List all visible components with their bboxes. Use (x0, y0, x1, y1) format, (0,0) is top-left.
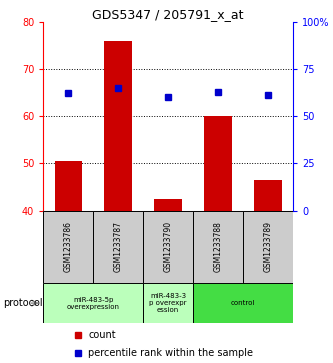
Bar (43, 211, 93, 283)
Text: protocol: protocol (3, 298, 43, 308)
Text: GSM1233790: GSM1233790 (164, 221, 173, 272)
Bar (243, 211, 293, 283)
Text: GSM1233787: GSM1233787 (114, 221, 123, 272)
Bar (155, 199, 182, 211)
Bar (193, 283, 293, 323)
Bar (143, 283, 193, 323)
Bar (55, 161, 82, 211)
Bar (143, 211, 193, 283)
Bar (204, 116, 232, 211)
Text: miR-483-5p
overexpression: miR-483-5p overexpression (67, 297, 120, 310)
Title: GDS5347 / 205791_x_at: GDS5347 / 205791_x_at (93, 8, 244, 21)
Text: count: count (88, 330, 116, 340)
Bar (43, 283, 143, 323)
Text: percentile rank within the sample: percentile rank within the sample (88, 348, 253, 358)
Text: GSM1233786: GSM1233786 (64, 221, 73, 272)
Text: GSM1233789: GSM1233789 (263, 221, 273, 272)
Bar (93, 211, 143, 283)
Text: control: control (231, 300, 255, 306)
Bar (254, 180, 282, 211)
Bar (105, 41, 132, 211)
Text: miR-483-3
p overexpr
ession: miR-483-3 p overexpr ession (150, 293, 187, 313)
Text: GSM1233788: GSM1233788 (213, 221, 223, 272)
Bar (193, 211, 243, 283)
